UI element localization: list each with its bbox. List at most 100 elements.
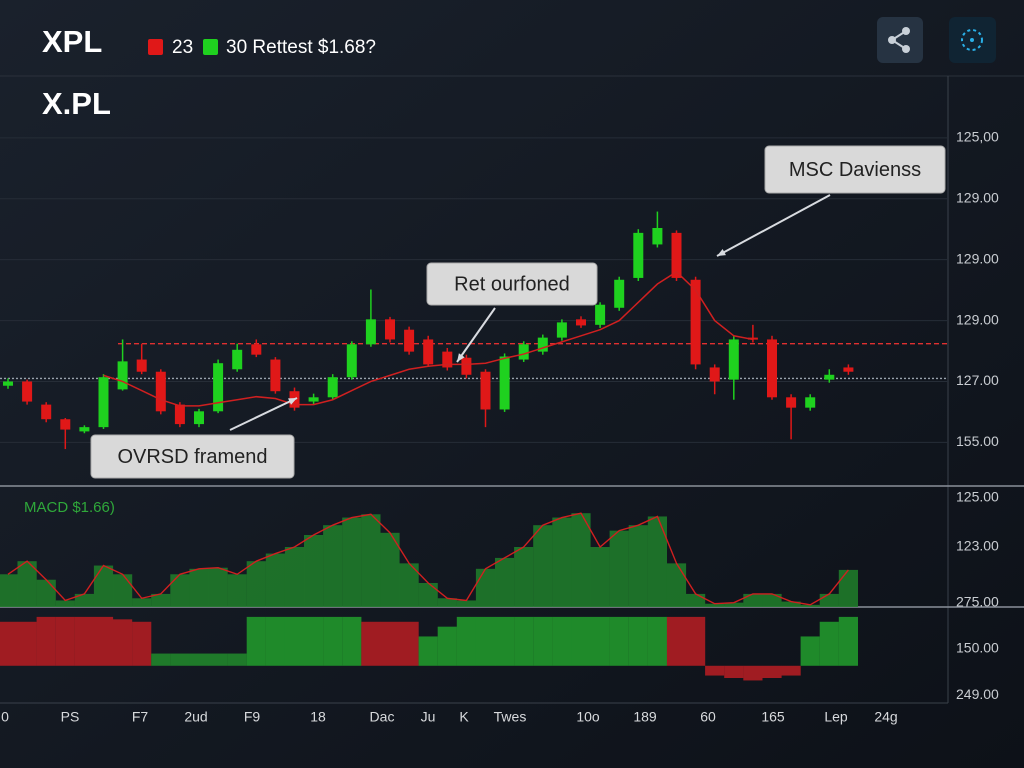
- candle-body: [60, 419, 71, 430]
- x-tick-label: PS: [61, 709, 80, 725]
- histogram-bar: [170, 653, 190, 666]
- macd-bar: [380, 532, 400, 607]
- histogram-bar: [0, 621, 18, 666]
- macd-bar: [686, 593, 706, 607]
- histogram-bar: [361, 621, 381, 666]
- x-tick-label: 0: [1, 709, 9, 725]
- symbol: XPL: [42, 24, 102, 59]
- y-tick-label: 150.00: [956, 639, 999, 655]
- candle-body: [98, 377, 109, 428]
- macd-bar: [361, 514, 381, 607]
- candle-body: [270, 359, 281, 392]
- macd-bar: [93, 565, 114, 607]
- histogram-bar: [36, 616, 56, 666]
- moving-average: [103, 270, 754, 407]
- x-tick-label: 18: [310, 709, 326, 725]
- annotation-box: [426, 262, 598, 306]
- candle-body: [518, 344, 529, 360]
- macd-bar: [265, 553, 285, 607]
- histogram-bar: [437, 626, 457, 666]
- candle-body: [232, 349, 243, 370]
- histogram-bar: [265, 616, 285, 666]
- candle-body: [79, 427, 90, 432]
- share-button[interactable]: [877, 17, 923, 63]
- candle-body: [576, 319, 586, 326]
- candle-body: [385, 319, 395, 340]
- histogram-bar: [380, 621, 400, 666]
- histogram-bar: [819, 621, 839, 666]
- annotation-text: Ret ourfoned: [454, 273, 570, 295]
- candle-body: [767, 339, 777, 398]
- macd-bar: [628, 525, 648, 607]
- histogram-bar: [647, 616, 667, 666]
- macd-bar: [495, 557, 515, 607]
- candle-body: [194, 411, 204, 425]
- macd-bar: [666, 563, 687, 607]
- macd-bar: [17, 561, 37, 607]
- plot-area: 125,00 129.00 129.00 129.00 127.00 155.00 MSC …: [0, 129, 999, 725]
- macd-bar: [189, 568, 209, 607]
- candle-body: [633, 232, 644, 278]
- candle-body: [442, 351, 453, 368]
- legend-swatch: [203, 39, 218, 55]
- macd-bar: [36, 579, 56, 607]
- histogram-bar: [838, 616, 858, 666]
- histogram-bar: [514, 616, 534, 666]
- candle-body: [747, 337, 758, 340]
- histogram-bar: [628, 616, 648, 666]
- candle-body: [22, 381, 33, 402]
- legend-label: 23: [172, 37, 193, 58]
- candle-body: [499, 356, 510, 410]
- candle-body: [308, 397, 319, 402]
- x-tick-label: Dac: [370, 709, 395, 725]
- histogram-bar: [705, 665, 725, 676]
- macd-bar: [590, 547, 610, 607]
- macd-bar: [304, 535, 324, 607]
- histogram-bar: [762, 665, 782, 678]
- legend-label: 30 Rettest $1.68?: [226, 37, 376, 58]
- macd-bar: [800, 604, 820, 607]
- annotation-arrow: [716, 194, 831, 257]
- candle-body: [824, 374, 835, 380]
- candle-body: [709, 367, 720, 382]
- annotation-box: [90, 434, 295, 479]
- candle-body: [365, 319, 376, 345]
- macd-bar: [514, 547, 534, 607]
- x-tick-label: 24g: [874, 709, 897, 725]
- legend-swatch: [148, 39, 163, 55]
- sync-button[interactable]: [949, 17, 996, 63]
- candle-body: [213, 363, 224, 412]
- histogram-bar: [552, 616, 572, 666]
- macd-bar: [55, 600, 75, 607]
- histogram-bar: [418, 636, 438, 666]
- histogram-bar: [323, 616, 343, 666]
- histogram-bar: [113, 619, 133, 666]
- candle-body: [327, 377, 338, 398]
- x-tick-label: 189: [633, 709, 657, 725]
- macd-bar: [227, 574, 247, 607]
- candle-body: [786, 397, 797, 408]
- macd-bar: [762, 593, 782, 607]
- candle-body: [155, 371, 166, 412]
- annotation-box: [764, 145, 946, 194]
- y-tick-label: 155.00: [956, 433, 999, 449]
- x-tick-label: F7: [132, 709, 149, 725]
- histogram-bar: [284, 616, 305, 666]
- histogram-bar: [724, 665, 744, 678]
- candle-body: [174, 404, 185, 425]
- macd-bar: [113, 574, 133, 607]
- y-tick-label: 125.00: [956, 489, 999, 505]
- macd-bar: [246, 561, 266, 607]
- macd-bar: [342, 517, 362, 607]
- x-tick-label: 60: [700, 709, 716, 725]
- candle-body: [346, 344, 357, 378]
- y-tick-label: 249.00: [956, 686, 999, 702]
- histogram-bar: [533, 616, 553, 666]
- candle-body: [117, 361, 128, 390]
- histogram-bar: [475, 616, 496, 666]
- candle-body: [3, 381, 13, 386]
- histogram-bar: [227, 653, 247, 666]
- candle-body: [461, 357, 472, 375]
- candle-body: [728, 339, 739, 380]
